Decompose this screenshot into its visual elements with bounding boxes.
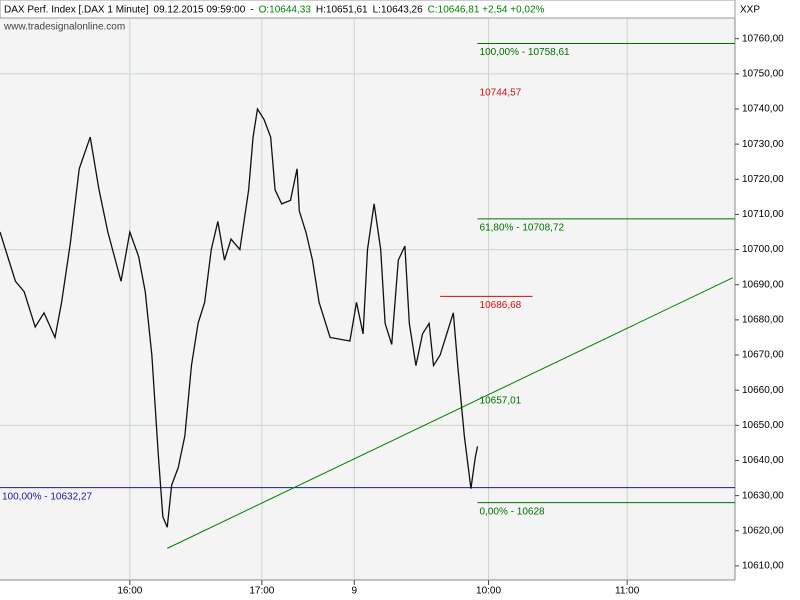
y-tick-label: 10700,00: [742, 244, 784, 255]
axis-label: XXP: [740, 5, 760, 16]
level-label: 0,00% - 10628: [480, 506, 545, 517]
y-tick-label: 10610,00: [742, 561, 784, 572]
y-tick-label: 10720,00: [742, 174, 784, 185]
y-tick-label: 10650,00: [742, 420, 784, 431]
header-bar: [0, 0, 736, 19]
header-item: O:10644,33: [259, 5, 312, 16]
level-label: 61,80% - 10708,72: [480, 223, 565, 234]
y-tick-label: 10710,00: [742, 209, 784, 220]
header-item: C:10646,81 +2,54 +0,02%: [428, 5, 545, 16]
y-tick-label: 10630,00: [742, 490, 784, 501]
y-tick-label: 10750,00: [742, 68, 784, 79]
x-tick-label: 9: [352, 586, 358, 597]
y-tick-label: 10620,00: [742, 525, 784, 536]
x-tick-label: 16:00: [117, 586, 142, 597]
y-tick-label: 10640,00: [742, 455, 784, 466]
level-label: 100,00% - 10758,61: [480, 47, 571, 58]
trend-line: [167, 277, 734, 549]
level-label: 100,00% - 10632,27: [2, 491, 93, 502]
header-item: DAX Perf. Index [.DAX 1 Minute]: [4, 5, 149, 16]
x-tick-label: 17:00: [249, 586, 274, 597]
price-line: [0, 107, 479, 528]
header-item: 09.12.2015 09:59:00: [154, 5, 246, 16]
price-label: 10744,57: [480, 88, 522, 99]
y-tick-label: 10660,00: [742, 385, 784, 396]
header-item: L:10643,26: [373, 5, 423, 16]
plot-area: [0, 0, 735, 580]
watermark: www.tradesignalonline.com: [3, 22, 125, 33]
y-tick-label: 10740,00: [742, 104, 784, 115]
x-tick-label: 10:00: [476, 586, 501, 597]
header-item: H:10651,61: [316, 5, 368, 16]
price-label: 10657,01: [480, 395, 522, 406]
y-tick-label: 10730,00: [742, 139, 784, 150]
x-tick-label: 11:00: [615, 586, 640, 597]
y-tick-label: 10670,00: [742, 350, 784, 361]
y-tick-label: 10760,00: [742, 33, 784, 44]
level-label: 10686,68: [480, 300, 522, 311]
y-tick-label: 10680,00: [742, 315, 784, 326]
y-tick-label: 10690,00: [742, 279, 784, 290]
header-item: -: [250, 5, 253, 16]
